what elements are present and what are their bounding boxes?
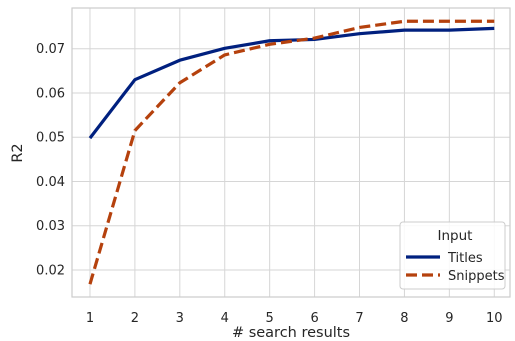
y-tick-labels: 0.02 0.03 0.04 0.05 0.06 0.07 <box>36 42 65 278</box>
x-tick-label: 10 <box>486 311 503 326</box>
series-line-titles <box>88 26 495 140</box>
y-tick-label: 0.05 <box>36 131 65 146</box>
x-tick-labels: 1 2 3 4 5 6 7 8 9 10 <box>86 311 503 326</box>
series-line-snippets <box>88 19 495 285</box>
legend-title: Input <box>438 228 473 244</box>
legend-label-snippets: Snippets <box>448 269 505 284</box>
y-tick-label: 0.02 <box>36 264 65 279</box>
grid-lines <box>72 8 510 297</box>
x-tick-label: 1 <box>86 311 94 326</box>
y-tick-label: 0.03 <box>36 219 65 234</box>
y-axis-label: R2 <box>10 143 26 162</box>
x-tick-label: 6 <box>310 311 318 326</box>
legend-label-titles: Titles <box>447 251 483 266</box>
y-tick-label: 0.04 <box>36 175 65 190</box>
x-axis-label: # search results <box>232 325 350 341</box>
x-tick-label: 2 <box>131 311 139 326</box>
x-tick-label: 4 <box>221 311 229 326</box>
plot-frame <box>71 7 511 298</box>
x-tick-label: 3 <box>176 311 184 326</box>
x-tick-label: 5 <box>266 311 274 326</box>
x-tick-label: 8 <box>400 311 408 326</box>
series-layer <box>88 19 495 285</box>
y-tick-label: 0.06 <box>36 86 65 101</box>
legend-box <box>399 221 506 290</box>
legend: Input Titles Snippets <box>399 221 506 290</box>
y-tick-label: 0.07 <box>36 42 65 57</box>
x-tick-label: 7 <box>355 311 363 326</box>
x-tick-label: 9 <box>445 311 453 326</box>
